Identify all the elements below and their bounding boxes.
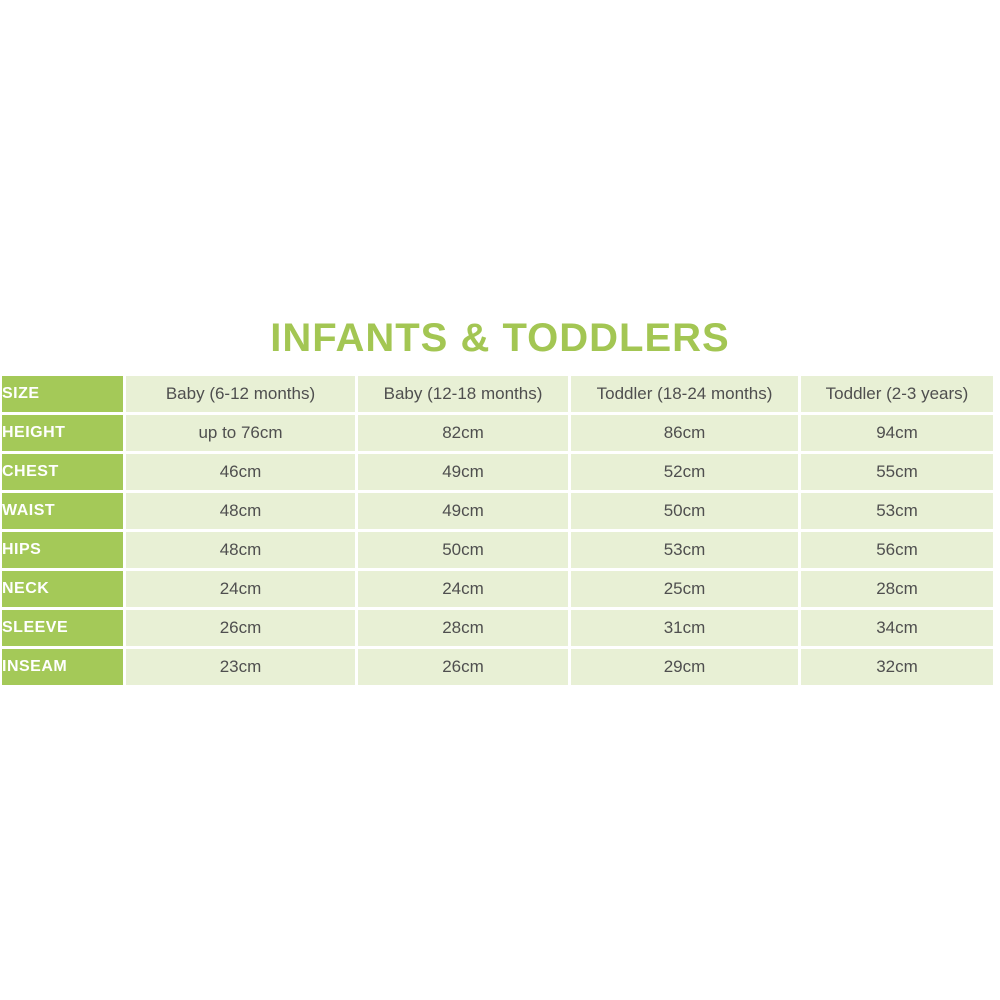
table-row-sleeve: SLEEVE 26cm 28cm 31cm 34cm [2,610,993,646]
cell-height-baby-6-12: up to 76cm [126,415,355,451]
cell-inseam-toddler-2-3: 32cm [801,649,993,685]
cell-hips-baby-6-12: 48cm [126,532,355,568]
cell-hips-toddler-2-3: 56cm [801,532,993,568]
cell-chest-toddler-2-3: 55cm [801,454,993,490]
cell-neck-toddler-18-24: 25cm [571,571,798,607]
cell-chest-baby-6-12: 46cm [126,454,355,490]
column-header-baby-6-12: Baby (6-12 months) [126,376,355,412]
cell-inseam-toddler-18-24: 29cm [571,649,798,685]
corner-cell-size: SIZE [2,376,123,412]
row-label-hips: HIPS [2,532,123,568]
cell-neck-baby-12-18: 24cm [358,571,568,607]
cell-height-baby-12-18: 82cm [358,415,568,451]
column-header-baby-12-18: Baby (12-18 months) [358,376,568,412]
cell-waist-toddler-18-24: 50cm [571,493,798,529]
cell-chest-baby-12-18: 49cm [358,454,568,490]
row-label-inseam: INSEAM [2,649,123,685]
cell-hips-toddler-18-24: 53cm [571,532,798,568]
cell-waist-baby-6-12: 48cm [126,493,355,529]
row-label-waist: WAIST [2,493,123,529]
row-label-height: HEIGHT [2,415,123,451]
cell-height-toddler-2-3: 94cm [801,415,993,451]
page-title: INFANTS & TODDLERS [270,316,730,360]
table-row-inseam: INSEAM 23cm 26cm 29cm 32cm [2,649,993,685]
cell-hips-baby-12-18: 50cm [358,532,568,568]
cell-neck-baby-6-12: 24cm [126,571,355,607]
column-header-toddler-2-3: Toddler (2-3 years) [801,376,993,412]
table-row-height: HEIGHT up to 76cm 82cm 86cm 94cm [2,415,993,451]
table-row-hips: HIPS 48cm 50cm 53cm 56cm [2,532,993,568]
table-row-waist: WAIST 48cm 49cm 50cm 53cm [2,493,993,529]
cell-sleeve-toddler-18-24: 31cm [571,610,798,646]
cell-inseam-baby-12-18: 26cm [358,649,568,685]
column-header-toddler-18-24: Toddler (18-24 months) [571,376,798,412]
row-label-chest: CHEST [2,454,123,490]
cell-sleeve-baby-6-12: 26cm [126,610,355,646]
cell-height-toddler-18-24: 86cm [571,415,798,451]
cell-sleeve-baby-12-18: 28cm [358,610,568,646]
cell-sleeve-toddler-2-3: 34cm [801,610,993,646]
cell-neck-toddler-2-3: 28cm [801,571,993,607]
cell-inseam-baby-6-12: 23cm [126,649,355,685]
row-label-neck: NECK [2,571,123,607]
table-row-chest: CHEST 46cm 49cm 52cm 55cm [2,454,993,490]
table-header-row: SIZE Baby (6-12 months) Baby (12-18 mont… [2,376,993,412]
table-row-neck: NECK 24cm 24cm 25cm 28cm [2,571,993,607]
cell-waist-baby-12-18: 49cm [358,493,568,529]
size-chart-table: SIZE Baby (6-12 months) Baby (12-18 mont… [0,373,996,688]
row-label-sleeve: SLEEVE [2,610,123,646]
cell-chest-toddler-18-24: 52cm [571,454,798,490]
cell-waist-toddler-2-3: 53cm [801,493,993,529]
